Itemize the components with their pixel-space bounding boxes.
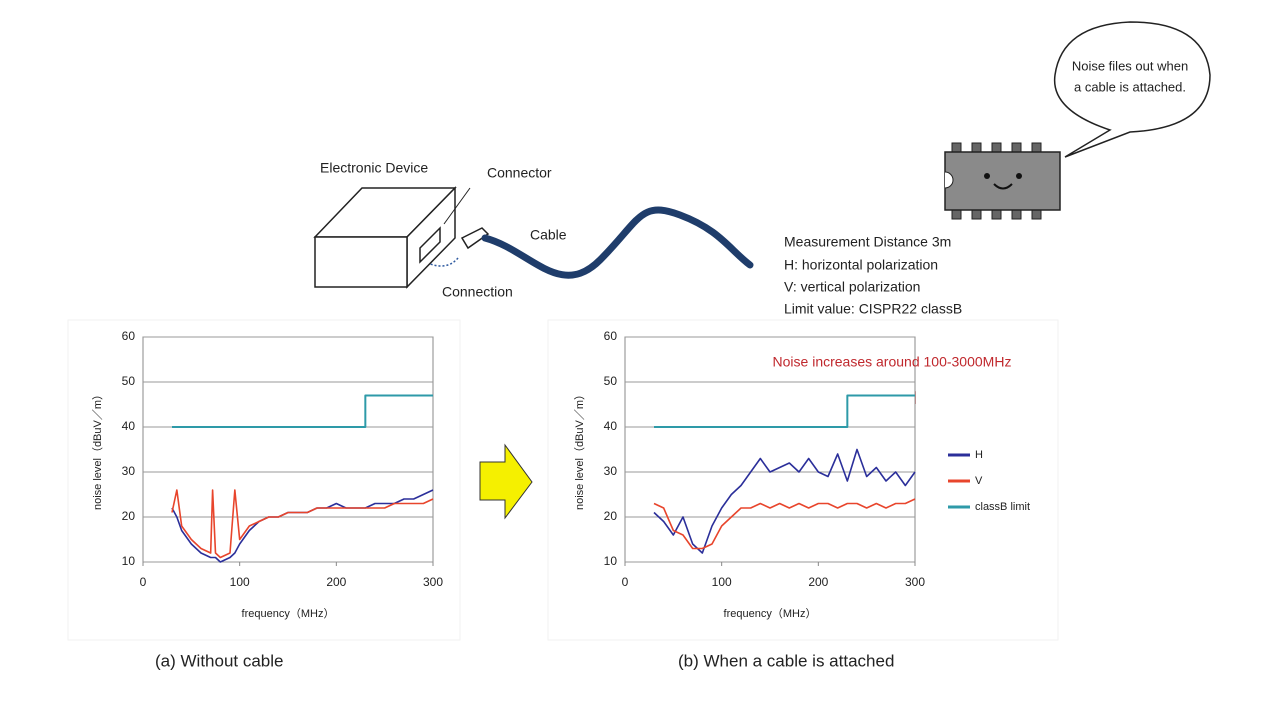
y-tick-label: 40 [122,419,136,433]
cable [481,206,754,279]
plot-area [142,336,434,563]
plot-area [624,336,916,563]
x-axis-label: frequency（MHz） [242,607,335,620]
connection-label: Connection [442,284,513,300]
y-tick-label: 60 [122,329,136,343]
x-tick-label: 300 [423,575,443,589]
y-tick-label: 10 [604,554,618,568]
bubble-text: a cable is attached. [1074,79,1186,94]
x-tick-label: 200 [326,575,346,589]
note: Measurement Distance 3m [784,234,951,250]
series-line [172,394,433,428]
y-axis-label: noise level（dBuV／m） [573,389,586,510]
x-tick-label: 200 [808,575,828,589]
x-tick-label: 100 [712,575,732,589]
y-tick-label: 30 [604,464,618,478]
arrow [479,443,533,520]
x-tick-label: 0 [140,575,147,589]
y-tick-label: 10 [122,554,136,568]
y-tick-label: 20 [604,509,618,523]
y-axis-label: noise level（dBuV／m） [91,389,104,510]
caption: (b) When a cable is attached [678,651,894,670]
notes: Measurement Distance 3m H: horizontal po… [784,234,962,317]
y-tick-label: 20 [122,509,136,523]
series-line [171,489,434,559]
speech-bubble [1053,21,1211,158]
series-line [654,394,915,428]
device-drawing [313,186,490,289]
y-tick-label: 30 [122,464,136,478]
y-tick-label: 40 [604,419,618,433]
x-tick-label: 100 [230,575,250,589]
cable-label: Cable [530,227,567,243]
note: Limit value: CISPR22 classB [784,301,962,317]
legend-label: classB limit [975,501,1030,513]
annotation: Noise increases around 100-3000MHz [773,354,1012,370]
x-tick-label: 0 [622,575,629,589]
y-tick-label: 50 [604,374,618,388]
legend-label: H [975,449,983,461]
y-tick-label: 50 [122,374,136,388]
caption: (a) Without cable [155,651,284,670]
device-label: Electronic Device [320,160,428,176]
chip [944,142,1061,220]
x-tick-label: 300 [905,575,925,589]
connector-label: Connector [487,165,552,181]
legend-label: V [975,475,983,487]
series-line [653,498,916,550]
note: V: vertical polarization [784,279,920,295]
bubble-text: Noise files out when [1072,58,1188,73]
y-tick-label: 60 [604,329,618,343]
x-axis-label: frequency（MHz） [724,607,817,620]
note: H: horizontal polarization [784,257,938,273]
